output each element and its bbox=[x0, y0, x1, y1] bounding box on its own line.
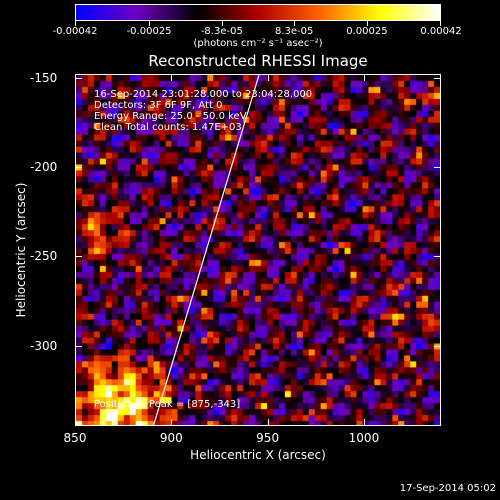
colorbar-unit-label: (photons cm⁻² s⁻¹ asec⁻²) bbox=[193, 38, 323, 49]
y-tick-label: -200 bbox=[30, 159, 58, 174]
y-tick-label: -150 bbox=[30, 70, 58, 85]
y-axis-tick bbox=[434, 77, 441, 79]
peak-position-label: Position of Peak = [875,-343] bbox=[94, 399, 241, 410]
colorbar bbox=[75, 4, 441, 21]
y-axis-tick bbox=[75, 77, 82, 79]
colorbar-tick-label: -0.00025 bbox=[126, 26, 172, 37]
x-axis-tick bbox=[171, 419, 173, 426]
x-tick-label: 950 bbox=[256, 431, 280, 445]
x-axis-label: Heliocentric X (arcsec) bbox=[190, 448, 326, 462]
solar-limb-line bbox=[153, 75, 260, 425]
colorbar-tick bbox=[221, 21, 223, 26]
x-axis-tick bbox=[75, 419, 76, 426]
colorbar-tick bbox=[75, 21, 76, 26]
y-axis-tick bbox=[434, 166, 441, 168]
x-tick-label: 1000 bbox=[348, 431, 380, 445]
annotation-clean-counts: Clean Total counts: 1.47E+03 bbox=[94, 122, 242, 133]
colorbar-tick-label: -8.3e-05 bbox=[200, 26, 243, 37]
y-axis-tick bbox=[75, 345, 82, 347]
colorbar-tick-label: 0.00042 bbox=[420, 26, 462, 37]
colorbar-tick-label: 0.00025 bbox=[346, 26, 388, 37]
x-axis-tick bbox=[171, 74, 173, 81]
x-axis-tick bbox=[363, 74, 365, 81]
y-axis-tick bbox=[75, 166, 82, 168]
colorbar-tick bbox=[440, 21, 441, 26]
y-axis-label: Heliocentric Y (arcsec) bbox=[14, 182, 28, 318]
colorbar-tick bbox=[294, 21, 296, 26]
x-axis-tick bbox=[363, 419, 365, 426]
y-axis-tick bbox=[75, 256, 82, 258]
annotation-time-range: 16-Sep-2014 23:01:28.000 to 23:04:28.000 bbox=[94, 89, 313, 100]
heatmap-image bbox=[76, 75, 440, 425]
plot-title: Reconstructed RHESSI Image bbox=[148, 52, 368, 70]
x-axis-tick bbox=[267, 74, 269, 81]
x-axis-tick bbox=[75, 74, 76, 81]
y-axis-tick bbox=[434, 345, 441, 347]
colorbar-tick bbox=[149, 21, 151, 26]
image-plot-area: 16-Sep-2014 23:01:28.000 to 23:04:28.000… bbox=[75, 74, 441, 426]
x-tick-label: 900 bbox=[159, 431, 183, 445]
footer-timestamp: 17-Sep-2014 05:02 bbox=[399, 483, 496, 494]
y-axis-tick bbox=[434, 256, 441, 258]
solar-limb-svg bbox=[153, 75, 260, 425]
annotation-energy-range: Energy Range: 25.0 - 50.0 keV bbox=[94, 111, 247, 122]
colorbar-tick bbox=[366, 21, 368, 26]
x-axis-tick bbox=[267, 419, 269, 426]
x-tick-label: 850 bbox=[63, 431, 87, 445]
colorbar-tick-label: -0.00042 bbox=[52, 26, 98, 37]
annotation-detectors: Detectors: 3F 6F 9F, Att 0 bbox=[94, 100, 223, 111]
y-tick-label: -250 bbox=[30, 249, 58, 264]
colorbar-gradient bbox=[76, 5, 440, 20]
y-tick-label: -300 bbox=[30, 338, 58, 353]
colorbar-tick-label: 8.3e-05 bbox=[274, 26, 314, 37]
